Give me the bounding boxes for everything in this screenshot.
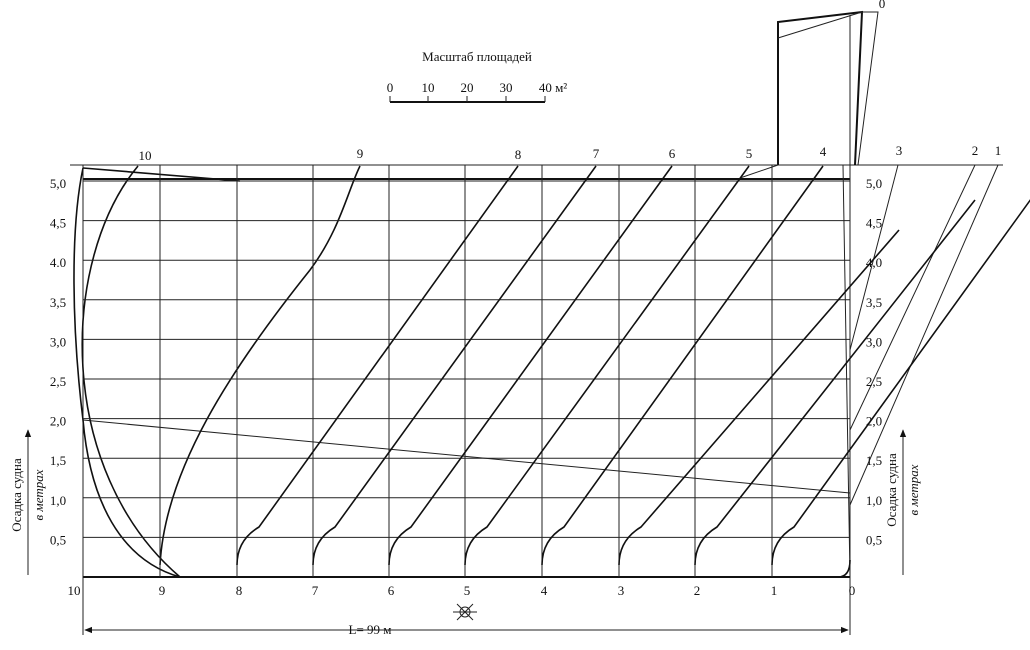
station-label: 8 <box>515 147 522 162</box>
station-label: 6 <box>669 146 676 161</box>
stem-lines <box>739 11 879 578</box>
station-label: 10 <box>139 148 152 163</box>
left-axis-label: 1,0 <box>50 493 66 508</box>
axis-title-right: Осадка судна <box>884 453 899 527</box>
station-label: 5 <box>746 146 753 161</box>
left-axis-label: 4.0 <box>50 255 66 270</box>
stern-deck <box>82 167 241 182</box>
bonjean-curve <box>388 165 673 566</box>
station-label: 4 <box>541 583 548 598</box>
bonjean-curve <box>771 199 1030 566</box>
bonjean-curve <box>312 165 597 566</box>
bonjean-curve <box>618 229 900 566</box>
scale-ticks <box>389 96 546 102</box>
bonjean-curve <box>236 165 519 566</box>
station-label: 6 <box>388 583 395 598</box>
stem-profile <box>777 10 864 166</box>
left-axis-label: 0,5 <box>50 532 66 547</box>
right-axis-label: 1,0 <box>866 493 882 508</box>
drawing <box>24 10 1030 635</box>
scale-tick-label: 40 м² <box>539 80 567 95</box>
bonjean-curve <box>464 165 750 566</box>
right-axis-label: 0,5 <box>866 532 882 547</box>
right-axis-label: 5,0 <box>866 176 882 191</box>
left-axis-label: 1,5 <box>50 453 66 468</box>
axis-title-left: Осадка судна <box>9 458 24 532</box>
scale-tick-label: 30 <box>500 80 513 95</box>
left-axis-label: 3,0 <box>50 334 66 349</box>
right-axis-label: 2,5 <box>866 374 882 389</box>
bow-corner <box>837 559 851 578</box>
bonjean-curve <box>694 199 976 566</box>
right-axis-label: 3,0 <box>866 334 882 349</box>
length-label: L= 99 м <box>349 622 392 637</box>
station-label: 1 <box>771 583 778 598</box>
curve-10 <box>81 165 181 578</box>
left-axis-label: 2,0 <box>50 414 66 429</box>
scale-title: Масштаб площадей <box>422 49 532 64</box>
station-label: 1 <box>995 143 1002 158</box>
station-label: 9 <box>357 146 364 161</box>
right-axis-label: 2,0 <box>866 414 882 429</box>
stern-profile <box>73 167 181 578</box>
left-axis-label: 4,5 <box>50 216 66 231</box>
station-label: 4 <box>820 144 827 159</box>
station-label: 0 <box>879 0 886 11</box>
axis-units-right: в метрах <box>906 464 921 515</box>
station-label: 3 <box>896 143 903 158</box>
station-label: 7 <box>593 146 600 161</box>
station-label: 8 <box>236 583 243 598</box>
bow-diagonals <box>849 164 999 506</box>
scale-tick-label: 20 <box>461 80 474 95</box>
left-axis-label: 3,5 <box>50 295 66 310</box>
trim-line <box>82 419 851 494</box>
left-axis-label: 2,5 <box>50 374 66 389</box>
station-label: 3 <box>618 583 625 598</box>
axis-units-left: в метрах <box>31 469 46 520</box>
station-label: 10 <box>68 583 81 598</box>
midship-symbol <box>453 603 477 621</box>
left-axis-label: 5,0 <box>50 176 66 191</box>
station-label: 2 <box>694 583 701 598</box>
curve-9 <box>159 165 361 566</box>
station-label: 0 <box>849 583 856 598</box>
right-axis-label: 4,5 <box>866 216 882 231</box>
bonjean-curve <box>541 165 824 566</box>
station-label: 2 <box>972 143 979 158</box>
right-axis-label: 3,5 <box>866 295 882 310</box>
station-label: 5 <box>464 583 471 598</box>
scale-tick-label: 0 <box>387 80 394 95</box>
station-label: 7 <box>312 583 319 598</box>
right-axis-label: 1,5 <box>866 453 882 468</box>
scale-tick-label: 10 <box>422 80 435 95</box>
right-axis-label: 4,0 <box>866 255 882 270</box>
station-label: 9 <box>159 583 166 598</box>
